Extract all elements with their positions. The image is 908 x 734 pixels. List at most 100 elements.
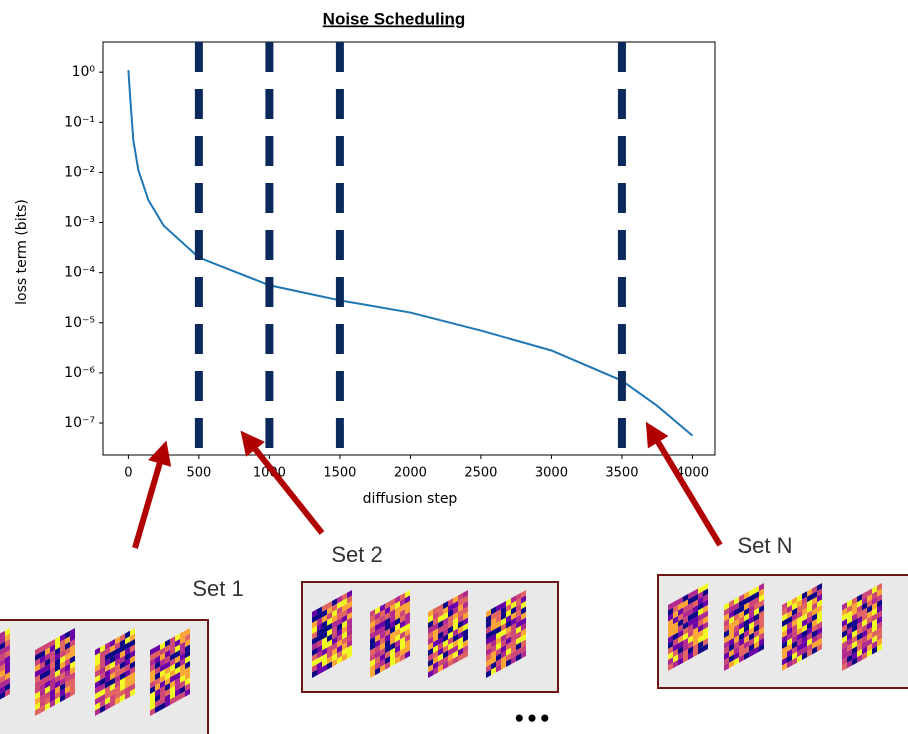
tile-cell <box>744 651 749 660</box>
tile-cell <box>160 702 165 711</box>
tile-cell <box>698 646 703 655</box>
tile-cell <box>729 659 734 669</box>
tile-cell <box>496 664 501 673</box>
tile-cell <box>370 669 375 678</box>
y-tick-label: 10⁻⁴ <box>64 265 95 281</box>
tile-cell <box>347 650 352 659</box>
tile-cell <box>812 646 817 655</box>
tile-cell <box>668 662 673 671</box>
x-axis-label: diffusion step <box>363 491 458 507</box>
tile <box>486 589 526 678</box>
set-label: Set 2 <box>331 542 382 567</box>
tile <box>95 627 135 716</box>
tile-cell <box>395 655 400 665</box>
tile-cell <box>390 658 395 667</box>
tile-cell <box>115 696 120 705</box>
x-tick-label: 4000 <box>676 466 709 481</box>
y-tick-label: 10⁻² <box>64 164 95 180</box>
tile-cell <box>70 688 75 697</box>
tile-cell <box>380 664 385 673</box>
tile-cell <box>385 661 390 670</box>
tile-cell <box>60 693 65 703</box>
ellipsis: ••• <box>513 707 551 731</box>
arrow <box>645 421 723 547</box>
tile <box>668 582 708 671</box>
tile-cell <box>506 658 511 667</box>
tile-cell <box>501 661 506 670</box>
y-tick-label: 10⁰ <box>72 64 96 80</box>
tile <box>35 627 75 716</box>
tile-cell <box>105 702 110 711</box>
tile-cell <box>734 657 739 666</box>
tile-cell <box>521 650 526 659</box>
tile-cell <box>5 688 10 697</box>
tile-cell <box>322 664 327 673</box>
set-label: Set N <box>737 533 792 558</box>
tile-cell <box>872 646 877 655</box>
tile-cell <box>724 662 729 671</box>
tile-cell <box>332 658 337 667</box>
tile-cell <box>100 704 105 714</box>
tile <box>782 582 822 671</box>
tile-cell <box>40 704 45 714</box>
tile-cell <box>175 693 180 703</box>
tile-cell <box>782 662 787 671</box>
tile-cell <box>0 691 5 700</box>
tile-cell <box>433 666 438 676</box>
tile-cell <box>317 666 322 676</box>
x-tick-label: 3500 <box>605 466 638 481</box>
tile-cell <box>375 666 380 676</box>
tile-cell <box>807 648 812 658</box>
tile-cell <box>842 662 847 671</box>
tile-cell <box>312 669 317 678</box>
x-tick-label: 2500 <box>464 466 497 481</box>
tile-cell <box>688 651 693 660</box>
tile-cell <box>877 643 882 652</box>
tile-cell <box>683 654 688 663</box>
tile <box>150 627 190 716</box>
tile-cell <box>817 643 822 652</box>
tile-cell <box>852 657 857 666</box>
tile-cell <box>405 650 410 659</box>
arrow <box>132 440 172 549</box>
tile <box>842 582 882 671</box>
tile-cell <box>428 669 433 678</box>
tile-cell <box>486 669 491 678</box>
arrow <box>240 430 325 535</box>
x-tick-label: 2000 <box>394 466 427 481</box>
chart-title: Noise Scheduling <box>323 9 466 28</box>
y-tick-label: 10⁻⁵ <box>64 315 95 331</box>
tile-cell <box>65 691 70 700</box>
tile <box>312 589 352 678</box>
tile-cell <box>739 654 744 663</box>
x-tick-label: 0 <box>124 466 132 481</box>
tile-cell <box>491 666 496 676</box>
tile-cell <box>155 704 160 714</box>
y-tick-label: 10⁻⁷ <box>64 415 95 431</box>
plot-frame <box>102 41 716 456</box>
line-series <box>127 70 694 437</box>
tile-cell <box>787 659 792 669</box>
y-axis-label: loss term (bits) <box>14 199 30 305</box>
tile-cell <box>511 655 516 665</box>
tile-cell <box>150 707 155 716</box>
tile-cell <box>463 650 468 659</box>
tile-cell <box>693 648 698 658</box>
tile-cell <box>180 691 185 700</box>
tile-cell <box>165 699 170 708</box>
tile-cell <box>130 688 135 697</box>
tile-cell <box>448 658 453 667</box>
tile <box>0 627 10 700</box>
tile <box>724 582 764 671</box>
tile-cell <box>703 643 708 652</box>
tile-cell <box>453 655 458 665</box>
tile-cell <box>55 696 60 705</box>
tile-cell <box>754 646 759 655</box>
x-tick-label: 500 <box>186 466 211 481</box>
tile-cell <box>857 654 862 663</box>
y-tick-label: 10⁻³ <box>64 215 95 231</box>
tile-cell <box>337 655 342 665</box>
tile-cell <box>673 659 678 669</box>
tile-cell <box>125 691 130 700</box>
